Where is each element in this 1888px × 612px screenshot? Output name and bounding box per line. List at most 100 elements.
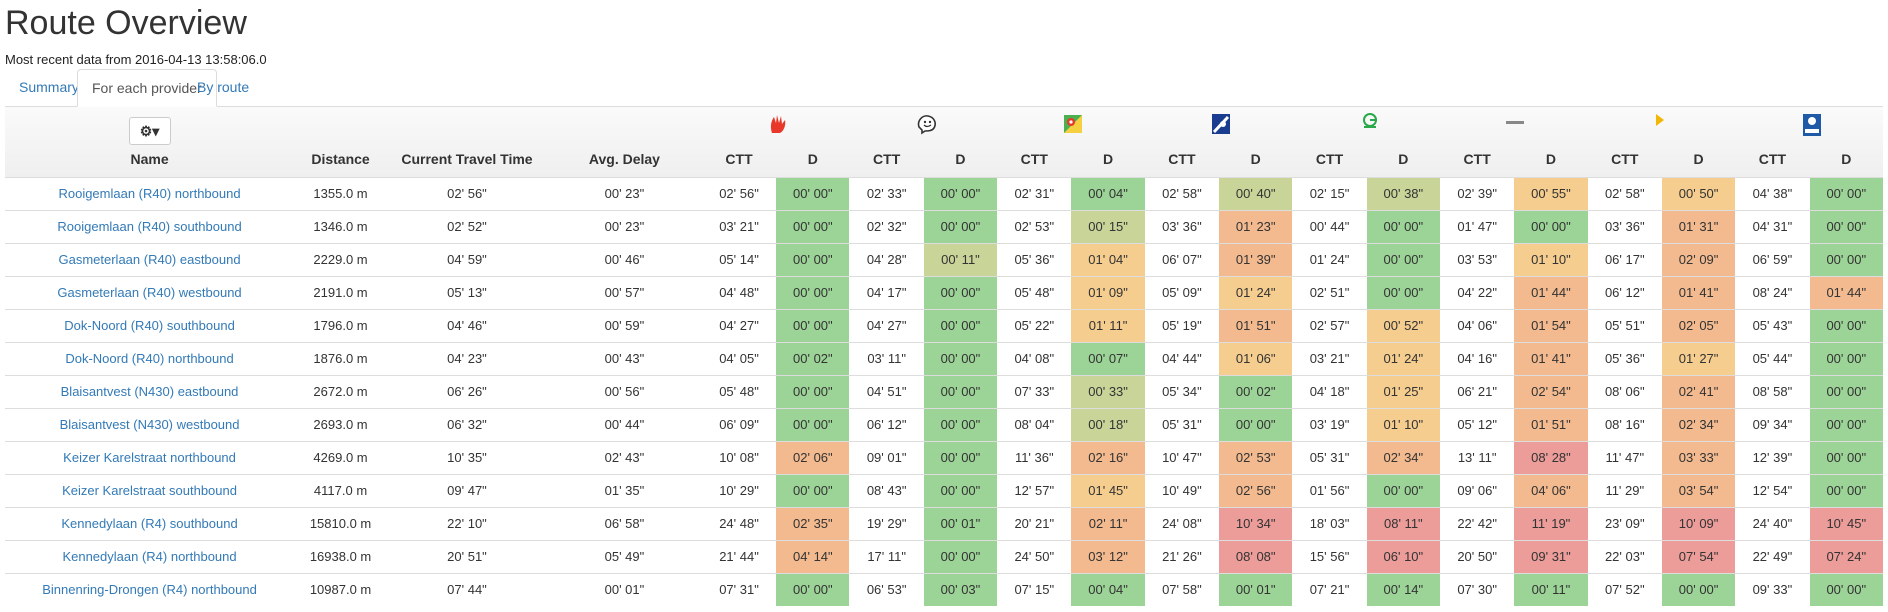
- provider-ctt-cell: 06' 12": [849, 407, 924, 441]
- provider-ctt-cell: 24' 48": [701, 506, 777, 540]
- provider-delay-cell: 01' 04": [1071, 242, 1145, 276]
- provider-table: ⚙▾ Name Distance Current Travel Time Avg. De…: [5, 107, 1883, 606]
- route-link[interactable]: Dok-Noord (R40) southbound: [64, 318, 235, 333]
- provider-delay-cell: 10' 45": [1809, 506, 1883, 540]
- provider-delay-cell: 02' 35": [776, 506, 850, 540]
- provider-delay-cell: 01' 09": [1071, 275, 1145, 309]
- tab-by-route[interactable]: By route: [197, 79, 250, 95]
- provider-d-header-label: D: [1103, 150, 1114, 167]
- provider-ctt-header-label: CTT: [1463, 150, 1491, 167]
- provider-delay-cell: 00' 00": [1809, 572, 1883, 606]
- column-header-provider-ctt: CTT: [702, 107, 776, 177]
- provider-ctt-cell: 04' 44": [1144, 341, 1220, 375]
- provider-ctt-cell: 13' 11": [1439, 440, 1515, 474]
- provider-delay-cell: 00' 07": [1071, 341, 1145, 375]
- gear-icon[interactable]: ⚙▾: [128, 116, 171, 145]
- provider-ctt-cell: 07' 33": [997, 374, 1072, 408]
- provider-ctt-cell: 04' 08": [997, 341, 1072, 375]
- route-link[interactable]: Gasmeterlaan (R40) eastbound: [58, 252, 241, 267]
- provider-ctt-cell: 03' 53": [1439, 242, 1515, 276]
- provider-delay-cell: 00' 00": [776, 473, 850, 507]
- provider-ctt-cell: 12' 54": [1735, 473, 1810, 507]
- provider-ctt-cell: 05' 43": [1735, 308, 1810, 342]
- provider-ctt-cell: 06' 21": [1439, 374, 1515, 408]
- route-name-cell: Rooigemlaan (R40) northbound: [5, 176, 295, 210]
- provider-ctt-cell: 10' 08": [701, 440, 777, 474]
- provider-delay-cell: 00' 00": [1661, 572, 1736, 606]
- provider-ctt-cell: 05' 22": [997, 308, 1072, 342]
- distance-cell: 4269.0 m: [294, 440, 387, 474]
- provider-delay-cell: 00' 00": [923, 374, 998, 408]
- provider-delay-cell: 00' 03": [923, 572, 998, 606]
- route-name-cell: Gasmeterlaan (R40) westbound: [5, 275, 295, 309]
- provider-ctt-cell: 05' 31": [1292, 440, 1367, 474]
- provider-ctt-cell: 07' 30": [1439, 572, 1515, 606]
- provider-delay-cell: 01' 06": [1219, 341, 1293, 375]
- provider-delay-cell: 00' 04": [1071, 176, 1145, 210]
- column-header-provider-ctt: CTT: [1440, 107, 1514, 177]
- route-link[interactable]: Rooigemlaan (R40) northbound: [58, 186, 241, 201]
- route-name-cell: Blaisantvest (N430) eastbound: [5, 374, 295, 408]
- provider-ctt-cell: 05' 14": [701, 242, 777, 276]
- provider-delay-cell: 00' 01": [923, 506, 998, 540]
- provider-d-header-label: D: [955, 150, 966, 167]
- route-link[interactable]: Blaisantvest (N430) eastbound: [60, 384, 239, 399]
- provider-ctt-cell: 06' 09": [701, 407, 777, 441]
- distance-cell: 2191.0 m: [294, 275, 387, 309]
- provider-ctt-cell: 03' 36": [1587, 209, 1662, 243]
- column-header-current-travel-time: Current Travel Time: [387, 107, 547, 177]
- provider-delay-cell: 00' 00": [776, 308, 850, 342]
- distance-cell: 16938.0 m: [294, 539, 387, 573]
- current-travel-time-cell: 06' 32": [386, 407, 547, 441]
- route-link[interactable]: Keizer Karelstraat northbound: [63, 450, 236, 465]
- provider-ctt-cell: 04' 27": [701, 308, 777, 342]
- provider-d-header-label: D: [1693, 150, 1704, 167]
- provider-delay-cell: 00' 40": [1219, 176, 1293, 210]
- route-link[interactable]: Binnenring-Drongen (R4) northbound: [42, 582, 257, 598]
- route-link[interactable]: Dok-Noord (R40) northbound: [65, 351, 234, 366]
- provider-delay-cell: 08' 11": [1366, 506, 1440, 540]
- provider-delay-cell: 00' 00": [923, 308, 998, 342]
- provider-ctt-cell: 08' 43": [849, 473, 924, 507]
- provider-delay-cell: 00' 00": [923, 440, 998, 474]
- bing-icon: [1654, 113, 1666, 130]
- provider-delay-cell: 00' 02": [776, 341, 850, 375]
- provider-delay-cell: 00' 00": [1809, 440, 1883, 474]
- provider-ctt-cell: 05' 48": [701, 374, 777, 408]
- provider-delay-cell: 10' 34": [1219, 506, 1293, 540]
- column-header-distance: Distance: [294, 107, 387, 177]
- distance-cell: 2693.0 m: [294, 407, 387, 441]
- provider-ctt-cell: 05' 34": [1144, 374, 1220, 408]
- tomtom-icon: [1211, 113, 1231, 138]
- route-name-cell: Dok-Noord (R40) southbound: [5, 308, 295, 342]
- current-travel-time-cell: 02' 52": [386, 209, 547, 243]
- route-name-cell: Kennedylaan (R4) southbound: [5, 506, 295, 540]
- provider-ctt-cell: 15' 56": [1292, 539, 1367, 573]
- route-link[interactable]: Gasmeterlaan (R40) westbound: [57, 285, 242, 300]
- provider-delay-cell: 00' 00": [1809, 209, 1883, 243]
- provider-delay-cell: 00' 00": [1809, 407, 1883, 441]
- provider-delay-cell: 07' 54": [1661, 539, 1736, 573]
- tab-summary[interactable]: Summary: [19, 79, 79, 95]
- current-travel-time-cell: 22' 10": [386, 506, 547, 540]
- provider-ctt-cell: 24' 08": [1144, 506, 1220, 540]
- provider-ctt-cell: 04' 18": [1292, 374, 1367, 408]
- route-link[interactable]: Kennedylaan (R4) southbound: [61, 516, 238, 531]
- provider-ctt-header-label: CTT: [1315, 150, 1344, 167]
- provider-ctt-cell: 08' 24": [1735, 275, 1810, 309]
- avg-delay-cell: 05' 49": [547, 539, 702, 573]
- route-link[interactable]: Rooigemlaan (R40) southbound: [57, 219, 242, 234]
- provider-delay-cell: 00' 14": [1366, 572, 1440, 606]
- tab-for-each-provider[interactable]: For each provider: [77, 69, 217, 107]
- table-row: Gasmeterlaan (R40) westbound 2191.0 m 05' …: [5, 275, 1883, 309]
- provider-delay-cell: 04' 06": [1514, 473, 1588, 507]
- provider-ctt-cell: 05' 36": [997, 242, 1072, 276]
- provider-ctt-cell: 04' 05": [701, 341, 777, 375]
- current-travel-time-cell: 06' 26": [386, 374, 547, 408]
- route-link[interactable]: Keizer Karelstraat southbound: [62, 483, 237, 498]
- route-link[interactable]: Kennedylaan (R4) northbound: [62, 549, 237, 564]
- provider-delay-cell: 07' 24": [1809, 539, 1883, 573]
- provider-delay-cell: 01' 41": [1514, 341, 1588, 375]
- provider-delay-cell: 01' 39": [1219, 242, 1293, 276]
- route-link[interactable]: Blaisantvest (N430) westbound: [59, 417, 240, 432]
